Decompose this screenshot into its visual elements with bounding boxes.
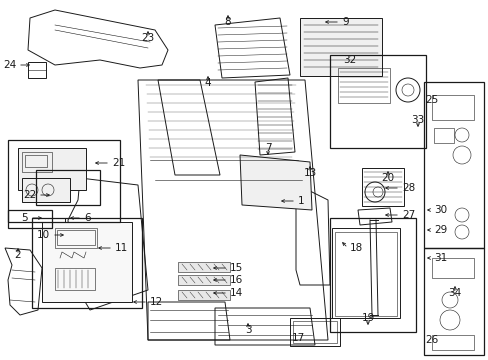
- Text: 1: 1: [297, 196, 304, 206]
- Text: 14: 14: [229, 288, 243, 298]
- Text: 16: 16: [229, 275, 243, 285]
- Text: 3: 3: [244, 325, 251, 335]
- Text: 23: 23: [141, 33, 154, 43]
- Bar: [423, 248, 483, 355]
- Bar: [36, 170, 100, 205]
- Text: 31: 31: [433, 253, 447, 263]
- Bar: [431, 258, 473, 278]
- Bar: [8, 140, 120, 222]
- Polygon shape: [240, 155, 311, 210]
- Bar: [25, 155, 47, 167]
- Bar: [28, 62, 46, 78]
- Text: 18: 18: [349, 243, 363, 253]
- Bar: [22, 152, 52, 172]
- Text: 17: 17: [291, 333, 304, 343]
- Text: 4: 4: [204, 78, 211, 88]
- Bar: [178, 262, 229, 272]
- Text: 32: 32: [343, 55, 356, 65]
- Bar: [55, 228, 97, 248]
- Bar: [423, 82, 483, 248]
- Bar: [431, 95, 473, 120]
- Bar: [337, 68, 389, 103]
- Bar: [329, 55, 425, 148]
- Text: 33: 33: [410, 115, 424, 125]
- Bar: [361, 168, 403, 206]
- Text: 8: 8: [224, 17, 231, 27]
- Text: 10: 10: [37, 230, 50, 240]
- Text: 2: 2: [15, 250, 21, 260]
- Bar: [178, 275, 229, 285]
- Text: 27: 27: [401, 210, 414, 220]
- Text: 11: 11: [115, 243, 128, 253]
- Text: 26: 26: [425, 335, 438, 345]
- Bar: [18, 148, 86, 190]
- Bar: [32, 218, 142, 308]
- Text: 29: 29: [433, 225, 447, 235]
- Text: 21: 21: [112, 158, 125, 168]
- Text: 20: 20: [381, 173, 394, 183]
- Bar: [42, 222, 132, 302]
- Text: 19: 19: [361, 313, 374, 323]
- Text: 28: 28: [401, 183, 414, 193]
- Text: 9: 9: [341, 17, 348, 27]
- Text: 30: 30: [433, 205, 446, 215]
- Text: 5: 5: [21, 213, 28, 223]
- Text: 25: 25: [425, 95, 438, 105]
- Text: 15: 15: [229, 263, 243, 273]
- Text: 7: 7: [264, 143, 271, 153]
- Text: 13: 13: [303, 168, 316, 178]
- Bar: [55, 268, 95, 290]
- Text: 34: 34: [447, 288, 461, 298]
- Text: 6: 6: [84, 213, 90, 223]
- Bar: [334, 232, 396, 316]
- Bar: [22, 178, 70, 202]
- Bar: [299, 18, 381, 76]
- Bar: [178, 290, 229, 300]
- Text: 22: 22: [23, 190, 36, 200]
- Bar: [292, 321, 336, 343]
- Bar: [331, 228, 399, 318]
- Bar: [329, 218, 415, 332]
- Bar: [431, 335, 473, 350]
- Bar: [289, 318, 339, 346]
- Bar: [8, 210, 52, 228]
- Text: 24: 24: [3, 60, 16, 70]
- Bar: [433, 128, 453, 143]
- Bar: [57, 230, 95, 245]
- Text: 12: 12: [150, 297, 163, 307]
